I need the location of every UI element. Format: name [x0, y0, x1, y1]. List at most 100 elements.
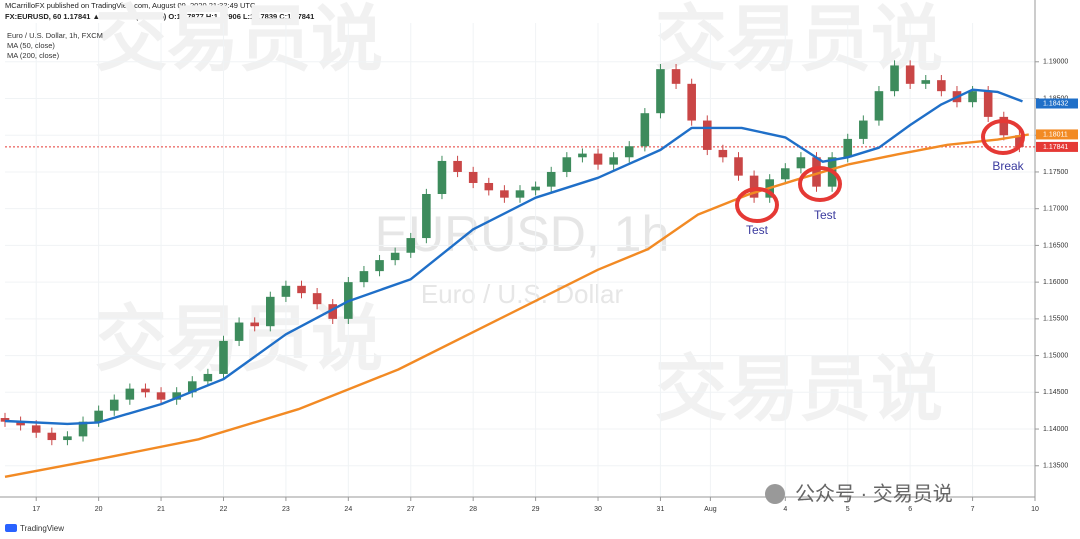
candle-body — [500, 190, 509, 198]
candle-body — [63, 436, 72, 441]
publisher: MCarrilloFX published on TradingView.com… — [5, 1, 256, 10]
brand-watermark: 交易员说 — [95, 0, 383, 80]
x-tick-label: 29 — [532, 506, 540, 513]
candle-body — [281, 285, 291, 297]
candle-body — [94, 410, 103, 422]
candle-body — [937, 80, 946, 92]
chart-title: Euro / U.S. Dollar, 1h, FXCM — [7, 31, 103, 40]
candle-body — [453, 160, 462, 172]
candle-body — [905, 65, 915, 84]
legend-entry: MA (50, close) — [7, 41, 55, 50]
y-tick-label: 1.14500 — [1043, 389, 1068, 396]
ma-line — [4, 88, 1023, 426]
y-tick-label: 1.16500 — [1043, 242, 1068, 249]
candle-body — [484, 182, 494, 191]
watermark-sub: Euro / U.S. Dollar — [421, 279, 624, 309]
candle-body — [546, 171, 556, 187]
price-label-box — [1036, 98, 1078, 109]
x-tick-label: 30 — [594, 506, 602, 513]
candle-body — [562, 157, 572, 172]
candle-body — [406, 238, 416, 253]
legend-entry: MA (200, close) — [7, 51, 60, 60]
candle-body — [999, 116, 1009, 136]
candle-body — [702, 120, 712, 150]
candle-body — [531, 186, 540, 191]
candle-body — [203, 373, 213, 382]
logo-icon — [5, 524, 17, 532]
y-tick-label: 1.19000 — [1043, 59, 1068, 66]
candle-body — [843, 138, 853, 158]
y-tick-label: 1.17500 — [1043, 169, 1068, 176]
candle-body — [968, 91, 977, 103]
candle-body — [187, 381, 197, 393]
x-tick-label: 31 — [657, 506, 665, 513]
y-tick-label: 1.16000 — [1043, 279, 1068, 286]
x-tick-label: 7 — [971, 506, 975, 513]
candle-body — [328, 304, 338, 319]
candle-body — [312, 293, 322, 305]
candle-body — [983, 91, 993, 117]
candle-body — [890, 65, 899, 92]
x-tick-label: 10 — [1031, 506, 1039, 513]
x-tick-label: 5 — [846, 506, 850, 513]
annotation: Test — [746, 223, 769, 237]
x-tick-label: Aug — [704, 506, 717, 513]
candle-body — [640, 113, 650, 147]
candle-body — [16, 421, 25, 426]
y-tick-label: 1.13500 — [1043, 463, 1068, 470]
candle-body — [734, 157, 743, 176]
candle-body — [624, 146, 634, 158]
wechat-icon — [765, 484, 785, 504]
annotation: Break — [992, 159, 1024, 173]
candle-body — [874, 91, 884, 121]
candle-body — [78, 421, 88, 437]
candle-body — [219, 340, 228, 374]
brand-watermark: 交易员说 — [655, 0, 943, 80]
candle-body — [515, 190, 525, 198]
candle-body — [781, 168, 790, 180]
price-label: 1.17841 — [1043, 144, 1068, 151]
candle-body — [31, 425, 41, 433]
y-tick-label: 1.15000 — [1043, 352, 1068, 359]
y-tick-label: 1.17000 — [1043, 206, 1068, 213]
candle-body — [156, 392, 166, 400]
candle-body — [422, 193, 431, 239]
candle-body — [468, 171, 478, 183]
candle-body — [109, 399, 119, 411]
candle-body — [375, 260, 384, 272]
candle-body — [172, 392, 181, 400]
price-label-box — [1036, 141, 1078, 152]
candle-body — [578, 153, 587, 158]
candle-body — [859, 120, 868, 139]
candle-body — [250, 322, 259, 327]
candle-body — [0, 418, 10, 422]
candle-body — [687, 83, 696, 121]
x-tick-label: 21 — [157, 506, 165, 513]
candle-body — [234, 322, 244, 341]
footer-watermark: 公众号 · 交易员说 — [795, 482, 953, 505]
candle-body — [390, 252, 400, 261]
candle-body — [812, 157, 821, 187]
watermark: EURUSD, 1h — [375, 206, 670, 262]
candle-body — [125, 388, 135, 400]
price-label-box — [1036, 129, 1078, 140]
annotation: Test — [814, 208, 837, 222]
x-tick-label: 6 — [908, 506, 912, 513]
candle-body — [47, 432, 57, 441]
candle-body — [141, 388, 150, 393]
candle-body — [297, 285, 306, 294]
logo: TradingView — [20, 524, 64, 533]
x-tick-label: 28 — [469, 506, 477, 513]
x-tick-label: 23 — [282, 506, 290, 513]
x-tick-label: 24 — [344, 506, 352, 513]
candle-body — [437, 160, 447, 194]
annotation-circle — [798, 166, 842, 202]
candle-body — [671, 69, 681, 84]
candle-body — [1015, 135, 1024, 147]
x-tick-label: 17 — [32, 506, 40, 513]
price-label: 1.18432 — [1043, 100, 1068, 107]
x-tick-label: 27 — [407, 506, 415, 513]
price-label: 1.18011 — [1043, 131, 1068, 138]
